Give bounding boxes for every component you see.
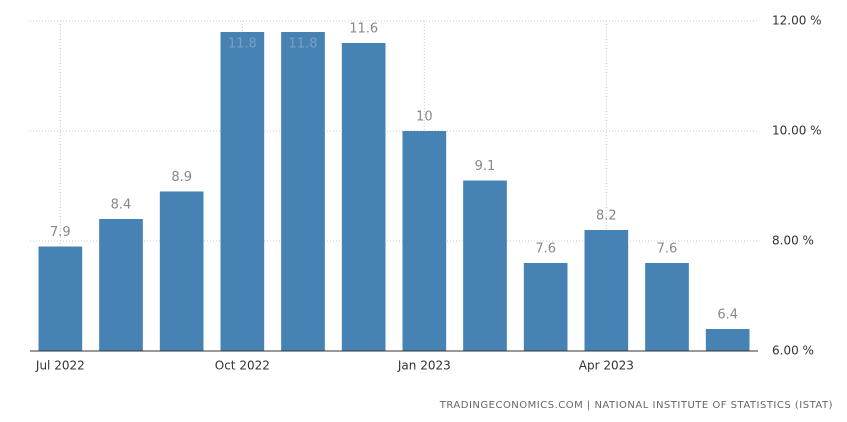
source: TRADINGECONOMICS.COM | NATIONAL INSTITUT… [439, 400, 833, 411]
value-label: 8.9 [171, 170, 192, 185]
value-label: 6.4 [717, 308, 738, 323]
value-label: 11.8 [228, 37, 257, 52]
value-label: 8.4 [111, 198, 132, 213]
y-tick-label: 6.00 % [772, 344, 814, 358]
bar [584, 230, 629, 351]
x-tick-label: Apr 2023 [579, 359, 634, 373]
y-tick-label: 8.00 % [772, 234, 814, 248]
value-label: 7.6 [535, 242, 556, 257]
x-tick-label: Jul 2022 [35, 359, 85, 373]
value-label: 11.8 [289, 37, 318, 52]
bar [220, 32, 265, 351]
value-label: 7.9 [50, 225, 71, 240]
bar [645, 263, 689, 351]
x-tick-label: Oct 2022 [215, 359, 270, 373]
value-label: 7.6 [657, 242, 678, 257]
value-label: 11.6 [349, 22, 378, 37]
y-tick-label: 10.00 % [772, 124, 822, 138]
bar [99, 219, 143, 351]
y-tick-label: 12.00 % [772, 14, 822, 28]
value-label: 10 [416, 110, 433, 125]
bar [281, 32, 325, 351]
bar [402, 131, 447, 351]
x-tick-label: Jan 2023 [397, 359, 451, 373]
bar [341, 43, 386, 351]
bar [463, 180, 507, 351]
bar [523, 263, 568, 351]
bar [38, 246, 83, 351]
bar [705, 329, 750, 351]
value-label: 9.1 [475, 159, 496, 174]
bar [159, 191, 204, 351]
value-label: 8.2 [596, 209, 617, 224]
